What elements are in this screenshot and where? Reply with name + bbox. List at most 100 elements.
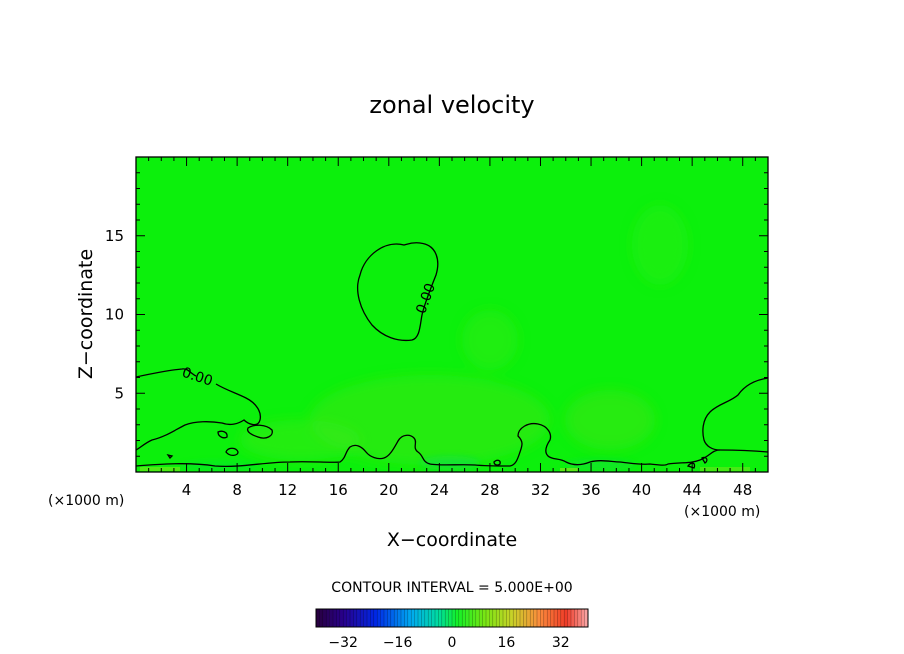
colorbar-swatch <box>465 609 470 627</box>
colorbar-swatch <box>496 609 500 627</box>
colorbar-swatch <box>418 609 422 627</box>
upper-zero-contour <box>357 242 439 342</box>
colorbar-swatch <box>326 609 330 627</box>
colorbar-swatch <box>547 609 551 627</box>
colorbar-swatch <box>455 609 460 627</box>
colorbar-swatch <box>469 609 473 627</box>
y-tick-label: 15 <box>105 227 124 245</box>
zero-contours <box>136 242 768 469</box>
colorbar-swatch <box>560 609 565 627</box>
colorbar-tick-label: −32 <box>328 635 358 651</box>
colorbar-swatch <box>567 609 572 627</box>
x-tick-label: 20 <box>379 481 398 499</box>
colorbar-swatch <box>523 609 528 627</box>
x-tick-label: 40 <box>632 481 651 499</box>
colorbar-swatch <box>530 609 534 627</box>
x-tick-label: 16 <box>329 481 348 499</box>
bottom-zero-contour <box>136 422 768 468</box>
colorbar-swatch <box>489 609 494 627</box>
colorbar-swatch <box>421 609 426 627</box>
x-unit-label-left: (×1000 m) <box>48 493 124 509</box>
colorbar-swatch <box>384 609 388 627</box>
positive-anomalies <box>240 205 688 465</box>
colorbar-swatch <box>336 609 341 627</box>
colorbar-swatch <box>401 609 405 627</box>
colorbar-swatch <box>448 609 453 627</box>
colorbar-swatch <box>584 609 589 627</box>
heatmap-field: 0.00 0.00 <box>136 157 768 472</box>
colorbar-swatch <box>513 609 517 627</box>
colorbar-swatch <box>414 609 419 627</box>
colorbar-swatch <box>339 609 344 627</box>
y-tick-label: 10 <box>105 306 124 324</box>
colorbar-swatch <box>424 609 429 627</box>
colorbar-swatch <box>322 609 327 627</box>
colorbar-swatch <box>435 609 439 627</box>
colorbar-swatch <box>350 609 354 627</box>
colorbar-swatch <box>577 609 582 627</box>
colorbar-swatch <box>441 609 446 627</box>
x-axis-title: X−coordinate <box>387 529 517 551</box>
colorbar-swatch <box>346 609 351 627</box>
x-unit-label-right: (×1000 m) <box>684 504 760 520</box>
colorbar-swatch <box>537 609 541 627</box>
x-tick-label: 32 <box>531 481 550 499</box>
surface-speckles <box>140 467 750 471</box>
colorbar-swatch <box>367 609 371 627</box>
colorbar-swatch <box>540 609 545 627</box>
colorbar-swatch <box>475 609 480 627</box>
colorbar-swatch <box>377 609 381 627</box>
colorbar-swatch <box>316 609 320 627</box>
colorbar-swatch <box>543 609 548 627</box>
colorbar-swatch <box>387 609 392 627</box>
colorbar-swatch <box>380 609 385 627</box>
colorbar-swatch <box>462 609 466 627</box>
colorbar-swatch <box>356 609 361 627</box>
x-tick-label: 36 <box>581 481 600 499</box>
colorbar-swatch <box>581 609 585 627</box>
x-tick-label: 44 <box>683 481 702 499</box>
x-axis-ticks: 4 8 12 16 20 24 28 32 36 40 44 48 <box>148 157 756 499</box>
x-tick-label: 24 <box>430 481 449 499</box>
x-tick-label: 12 <box>278 481 297 499</box>
colorbar-swatch <box>472 609 477 627</box>
colorbar-swatch <box>520 609 524 627</box>
colorbar-swatch <box>353 609 358 627</box>
colorbar-swatch <box>533 609 538 627</box>
colorbar-swatch <box>509 609 514 627</box>
colorbar-swatch <box>506 609 511 627</box>
contour-interval-text: CONTOUR INTERVAL = 5.000E+00 <box>331 580 572 596</box>
colorbar <box>315 608 589 628</box>
colorbar-tick-label: −16 <box>383 635 413 651</box>
colorbar-swatch <box>394 609 398 627</box>
colorbar-swatch <box>360 609 364 627</box>
y-tick-label: 5 <box>114 384 124 402</box>
colorbar-swatch <box>319 609 324 627</box>
colorbar-swatch <box>343 609 347 627</box>
right-zero-contour <box>702 377 768 451</box>
colorbar-swatch <box>492 609 497 627</box>
colorbar-tick-label: 32 <box>552 635 570 651</box>
colorbar-swatch <box>458 609 463 627</box>
x-tick-label: 4 <box>182 481 192 499</box>
colorbar-tick-label: 16 <box>497 635 515 651</box>
colorbar-swatch <box>438 609 443 627</box>
colorbar-swatch <box>404 609 409 627</box>
colorbar-swatch <box>574 609 579 627</box>
colorbar-swatch <box>428 609 432 627</box>
colorbar-swatch <box>431 609 436 627</box>
colorbar-swatch <box>479 609 483 627</box>
colorbar-swatch <box>571 609 575 627</box>
colorbar-swatch <box>363 609 368 627</box>
colorbar-frame <box>315 608 589 628</box>
colorbar-tick-labels: −32 −16 0 16 32 <box>328 635 569 651</box>
colorbar-swatch <box>564 609 568 627</box>
colorbar-swatch <box>526 609 531 627</box>
colorbar-swatch <box>370 609 375 627</box>
chart-title: zonal velocity <box>369 91 534 119</box>
colorbar-swatch <box>503 609 507 627</box>
colorbar-swatch <box>486 609 490 627</box>
colorbar-swatch <box>482 609 487 627</box>
y-axis-title: Z−coordinate <box>75 249 97 379</box>
colorbar-swatch <box>550 609 555 627</box>
